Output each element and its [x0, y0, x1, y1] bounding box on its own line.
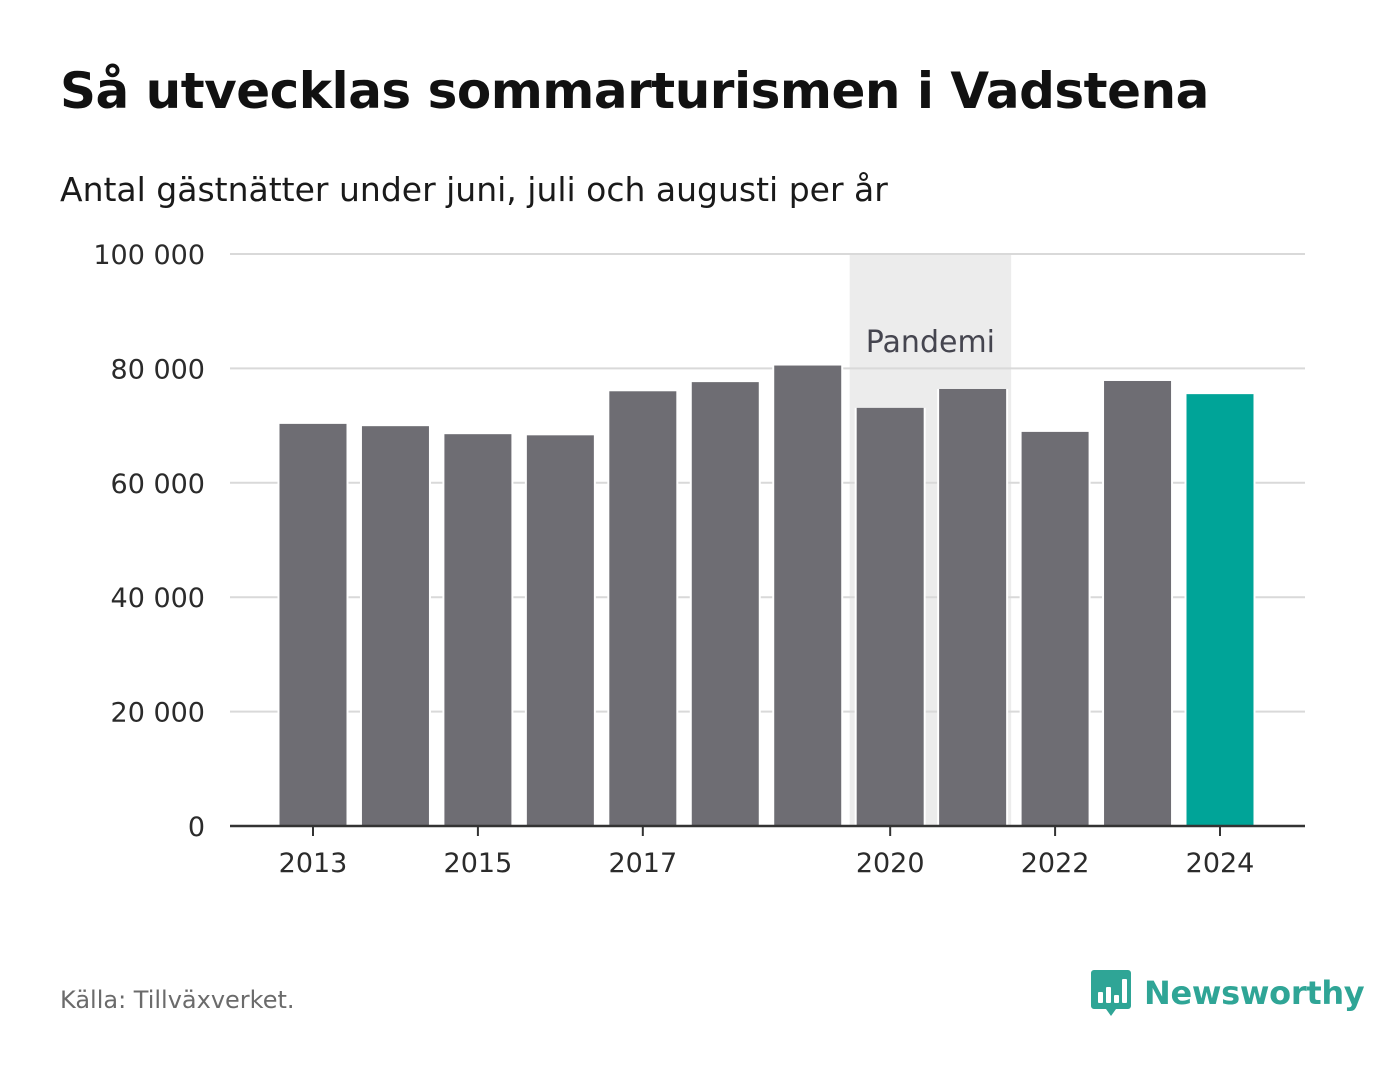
y-tick-label: 20 000 [111, 698, 205, 729]
x-tick-label: 2015 [444, 848, 513, 879]
bar-2020 [856, 407, 924, 826]
bar-2017 [609, 391, 677, 826]
x-tick-label: 2013 [279, 848, 348, 879]
x-tick-label: 2024 [1186, 848, 1255, 879]
bar-2021 [939, 388, 1007, 826]
y-tick-label: 80 000 [111, 354, 205, 385]
bar-2022 [1021, 431, 1089, 826]
brand-logo: Newsworthy [1090, 968, 1365, 1018]
bar-chart-logo-icon [1091, 970, 1131, 1016]
x-tick-label: 2020 [856, 848, 925, 879]
bar-2015 [444, 434, 512, 826]
bar-2016 [526, 435, 594, 826]
y-tick-label: 100 000 [93, 240, 205, 271]
x-tick-label: 2022 [1021, 848, 1090, 879]
y-tick-label: 0 [188, 812, 205, 843]
chart-subtitle: Antal gästnätter under juni, juli och au… [60, 170, 888, 209]
bar-chart: Pandemi 0 20 000 40 000 60 000 80 000 100 000 2… [93, 240, 1305, 879]
pandemic-label: Pandemi [866, 325, 995, 360]
bar-2019 [774, 365, 842, 826]
x-tick-label: 2017 [608, 848, 677, 879]
bar-2023 [1104, 380, 1172, 826]
chart-title: Så utvecklas sommarturismen i Vadstena [60, 62, 1209, 120]
bar-2024 [1186, 394, 1254, 826]
brand-name: Newsworthy [1144, 974, 1365, 1012]
y-tick-label: 40 000 [111, 583, 205, 614]
source-note: Källa: Tillväxverket. [60, 986, 295, 1014]
bar-2013 [279, 423, 347, 826]
bar-2018 [691, 382, 759, 826]
y-tick-label: 60 000 [111, 469, 205, 500]
bar-2014 [361, 426, 429, 826]
